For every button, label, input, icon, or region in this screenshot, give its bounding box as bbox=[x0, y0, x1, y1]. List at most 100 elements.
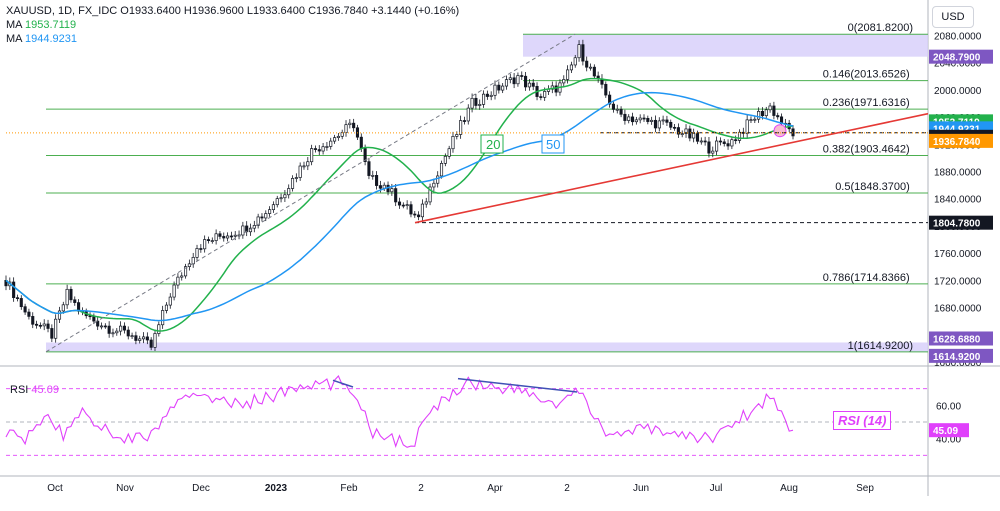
ma1-label: MA bbox=[6, 19, 22, 31]
candle-body bbox=[226, 235, 230, 239]
price-tick-label: 2000.0000 bbox=[934, 86, 982, 97]
candle-body bbox=[329, 140, 333, 147]
price-tag-text: 1804.7800 bbox=[933, 219, 981, 230]
candle-body bbox=[126, 329, 130, 337]
candle-body bbox=[333, 137, 337, 142]
candle-body bbox=[99, 325, 104, 328]
time-axis[interactable]: Oct Nov Dec 2023 Feb 2 Apr 2 Jun Jul Aug Sep bbox=[47, 483, 874, 494]
candle-body bbox=[718, 140, 722, 143]
price-tick-label: 1680.0000 bbox=[934, 304, 982, 315]
price-tag-text: 1614.9200 bbox=[933, 352, 981, 363]
candle-body bbox=[424, 201, 428, 205]
candle-body bbox=[317, 149, 321, 152]
candle-body bbox=[604, 83, 608, 96]
candle-body bbox=[306, 161, 310, 167]
candle-body bbox=[283, 194, 287, 199]
candle-body bbox=[611, 103, 615, 110]
candle-body bbox=[367, 161, 371, 176]
candle-body bbox=[371, 175, 375, 177]
candle-body bbox=[31, 316, 35, 325]
time-tick-label: Aug bbox=[780, 483, 798, 494]
candle-body bbox=[115, 330, 119, 334]
ma2-label: MA bbox=[6, 33, 22, 45]
candle-body bbox=[138, 338, 142, 341]
candle-body bbox=[35, 323, 39, 326]
candle-body bbox=[527, 82, 531, 88]
candle-body bbox=[508, 77, 512, 80]
candle-body bbox=[543, 91, 547, 98]
candle-body bbox=[348, 122, 352, 126]
candle-body bbox=[634, 119, 638, 123]
candle-body bbox=[554, 85, 558, 93]
time-tick-label: Feb bbox=[340, 483, 358, 494]
candle-body bbox=[623, 113, 627, 121]
candle-body bbox=[707, 141, 711, 154]
candle-body bbox=[54, 318, 58, 339]
candle-body bbox=[290, 178, 295, 189]
candle-body bbox=[772, 105, 776, 116]
candle-body bbox=[776, 115, 780, 118]
ma1-value: 1953.7119 bbox=[24, 19, 77, 31]
candle-body bbox=[73, 299, 77, 303]
ma50-tag-label: 50 bbox=[546, 137, 560, 152]
price-tag-text: 1628.6880 bbox=[933, 334, 981, 345]
candle-body bbox=[279, 197, 283, 200]
highlight-zones bbox=[46, 34, 928, 352]
candle-body bbox=[539, 96, 543, 98]
time-tick-label: Dec bbox=[192, 483, 210, 494]
candle-body bbox=[734, 139, 738, 142]
candle-body bbox=[753, 118, 757, 121]
candle-body bbox=[4, 280, 8, 287]
crossover-marker bbox=[773, 124, 787, 138]
fib-level-label: 0.786(1714.8366) bbox=[823, 272, 910, 284]
candle-body bbox=[119, 325, 123, 332]
candle-body bbox=[390, 188, 394, 193]
candle-body bbox=[489, 94, 493, 97]
candle-body bbox=[164, 304, 169, 311]
candle-body bbox=[627, 116, 631, 121]
candle-body bbox=[96, 320, 100, 327]
candle-body bbox=[141, 336, 146, 340]
price-axis[interactable]: 2080.00002040.00002000.00001960.00001920… bbox=[934, 31, 982, 369]
candle-body bbox=[669, 121, 673, 128]
candle-body bbox=[359, 136, 363, 149]
candle-body bbox=[233, 234, 237, 237]
candle-body bbox=[646, 118, 650, 122]
currency-unit-button[interactable]: USD bbox=[932, 6, 974, 28]
candle-body bbox=[92, 316, 96, 322]
candle-body bbox=[531, 82, 535, 87]
fib-level-label: 1(1614.9200) bbox=[848, 340, 913, 352]
candle-body bbox=[459, 120, 463, 135]
time-tick-label: Jun bbox=[633, 483, 649, 494]
ma20-tag-box bbox=[480, 134, 504, 154]
candle-body bbox=[451, 136, 455, 150]
candle-body bbox=[619, 108, 623, 115]
candle-body bbox=[562, 79, 566, 84]
fib-level-label: 0.382(1903.4642) bbox=[823, 144, 910, 156]
candle-body bbox=[630, 116, 635, 123]
candle-body bbox=[428, 186, 432, 203]
candle-body bbox=[699, 140, 703, 143]
candle-body bbox=[69, 288, 73, 301]
candle-body bbox=[229, 235, 233, 238]
candle-body bbox=[157, 324, 161, 334]
candle-body bbox=[313, 148, 318, 150]
price-tag-bg bbox=[929, 133, 993, 148]
rsi-value-tag: 45.09 bbox=[933, 426, 958, 437]
fib-level-label: 0(2081.8200) bbox=[848, 22, 913, 34]
candle-body bbox=[764, 109, 768, 117]
candle-body bbox=[61, 304, 65, 312]
candle-body bbox=[688, 128, 692, 139]
candle-body bbox=[184, 266, 188, 277]
price-tag-text: 1936.7840 bbox=[933, 137, 981, 148]
chart-legend: XAUUSD, 1D, FX_IDC O1933.6400 H1936.9600… bbox=[6, 4, 459, 46]
candle-body bbox=[585, 60, 589, 68]
candle-body bbox=[608, 94, 612, 105]
candle-body bbox=[176, 276, 180, 286]
ma20-tag-label: 20 bbox=[486, 137, 500, 152]
candle-body bbox=[665, 119, 669, 123]
candle-body bbox=[264, 213, 268, 219]
candle-body bbox=[417, 214, 421, 218]
